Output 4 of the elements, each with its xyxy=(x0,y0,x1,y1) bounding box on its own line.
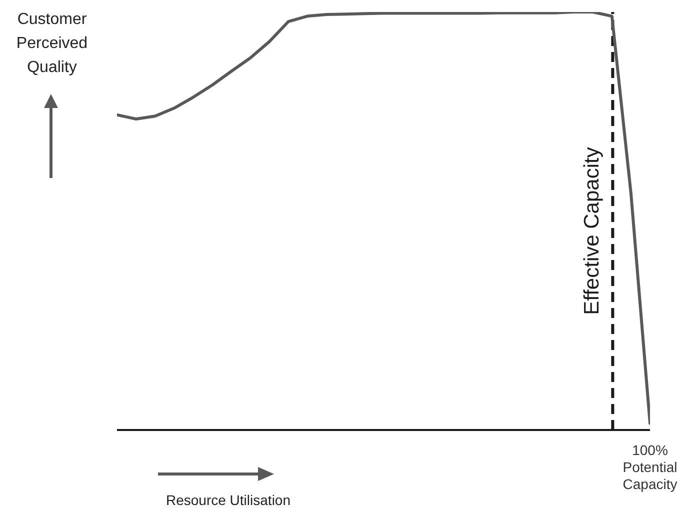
y-axis-title: Customer Perceived Quality xyxy=(15,10,89,78)
annotation: Effective Capacity xyxy=(580,146,604,315)
text: 100% Potential Capacity xyxy=(622,442,678,493)
x-axis-title: Resource Utilisation xyxy=(166,492,290,508)
